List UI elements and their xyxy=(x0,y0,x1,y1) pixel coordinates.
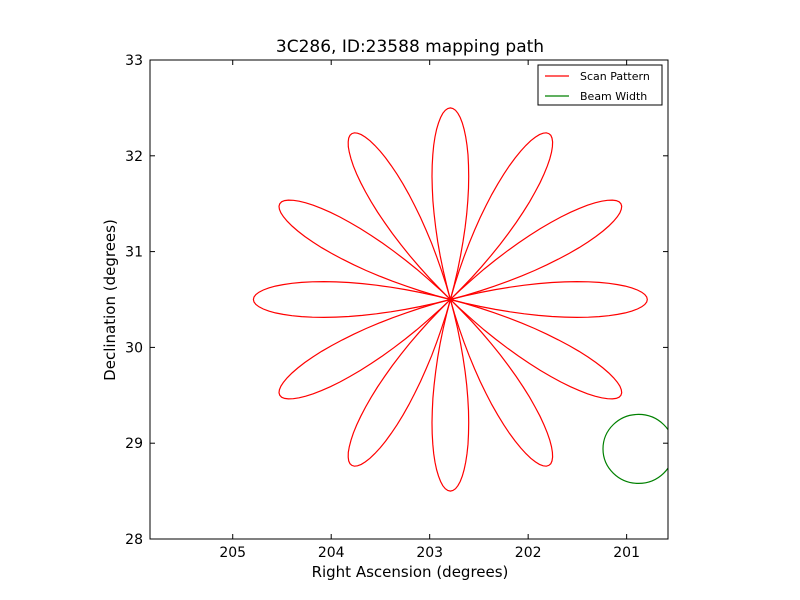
y-axis-label: Declination (degrees) xyxy=(101,219,119,381)
scan-pattern-petal xyxy=(431,107,470,300)
scan-pattern-petal xyxy=(278,199,451,301)
x-axis-label: Right Ascension (degrees) xyxy=(312,563,509,581)
scan-pattern-petal xyxy=(252,280,451,319)
x-tick-label: 204 xyxy=(318,545,345,561)
y-tick-label: 29 xyxy=(125,436,143,452)
legend-label-scan-pattern: Scan Pattern xyxy=(580,70,650,83)
x-tick-label: 202 xyxy=(515,545,542,561)
scan-pattern-petal xyxy=(449,298,623,400)
chart-title: 3C286, ID:23588 mapping path xyxy=(276,37,544,57)
y-tick-label: 32 xyxy=(125,149,143,165)
y-tick-label: 33 xyxy=(125,53,143,69)
x-tick-label: 205 xyxy=(219,545,246,561)
x-tick-label: 201 xyxy=(613,545,640,561)
x-tick-label: 203 xyxy=(416,545,443,561)
plot-data-layer xyxy=(252,107,668,492)
legend-box xyxy=(537,64,663,106)
y-tick-label: 30 xyxy=(125,340,143,356)
legend: Scan Pattern Beam Width xyxy=(537,64,663,106)
beam-width-circle xyxy=(602,413,668,484)
scan-pattern-petal xyxy=(449,132,554,300)
y-tick-label: 31 xyxy=(125,245,143,261)
plot-area: 205 204 203 202 201 28 29 30 31 32 33 xyxy=(125,53,669,561)
scan-pattern-petal xyxy=(278,298,451,400)
scan-pattern-petal xyxy=(449,199,623,301)
scan-pattern-petal xyxy=(449,299,554,467)
scan-pattern-petal xyxy=(347,299,451,467)
y-tick-label: 28 xyxy=(125,532,143,548)
plot-frame xyxy=(149,59,669,540)
scan-pattern-petal xyxy=(431,299,470,492)
scan-pattern-petal xyxy=(347,132,451,300)
scan-pattern-petal xyxy=(450,280,648,319)
legend-label-beam-width: Beam Width xyxy=(580,90,647,103)
